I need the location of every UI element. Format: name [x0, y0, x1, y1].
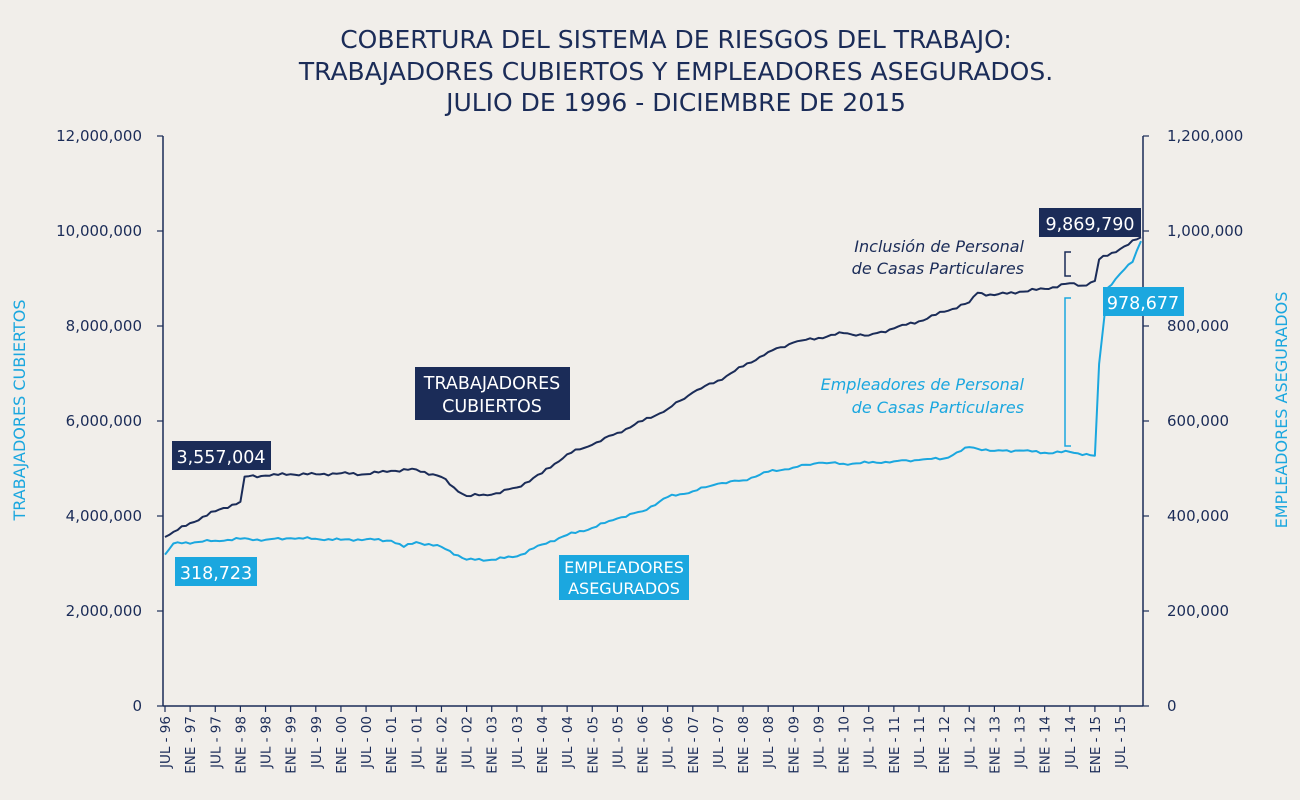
workers-series-label-line-1: TRABAJADORES — [423, 374, 561, 394]
x-tick-label: ENE - 97 — [183, 716, 199, 774]
y-tick-label-left: 12,000,000 — [56, 127, 142, 145]
x-tick-label: JUL - 15 — [1113, 716, 1129, 769]
employers-annotation-line-1: Empleadores de Personal — [821, 375, 1025, 394]
x-tick-label: ENE - 03 — [485, 716, 501, 774]
x-tick-label: ENE - 00 — [334, 716, 350, 774]
workers-annotation-line-2: de Casas Particulares — [852, 259, 1024, 278]
x-tick-label: JUL - 04 — [560, 716, 576, 769]
employers-first-value-box — [175, 557, 257, 586]
workers-series-label-box — [415, 367, 570, 420]
workers-series-label-line-2: CUBIERTOS — [442, 397, 542, 417]
employers-series-label-box — [559, 555, 689, 600]
y-tick-label-left: 4,000,000 — [66, 507, 142, 525]
y-tick-label-right: 400,000 — [1167, 507, 1229, 525]
employers-annotation-bracket — [1064, 297, 1071, 447]
workers-annotation-bracket — [1064, 251, 1071, 277]
x-tick-label: ENE - 05 — [585, 716, 601, 774]
x-tick-label: ENE - 13 — [987, 716, 1003, 774]
workers-first-value: 3,557,004 — [172, 441, 271, 470]
x-tick-label: JUL - 02 — [460, 716, 476, 769]
workers-annotation-line-1: Inclusión de Personal — [854, 237, 1024, 256]
workers-last-value-label: 9,869,790 — [1045, 215, 1134, 235]
y-axis-right-label: EMPLEADORES ASEGURADOS — [1272, 292, 1291, 529]
employers-last-value-box — [1103, 287, 1184, 316]
x-tick-label: ENE - 12 — [937, 716, 953, 774]
chart-title-line-2: TRABAJADORES CUBIERTOS Y EMPLEADORES ASE… — [298, 57, 1053, 86]
x-tick-label: ENE - 07 — [686, 716, 702, 774]
x-tick-label: JUL - 98 — [259, 716, 275, 769]
workers-first-value-box — [172, 441, 271, 470]
y-tick-label-right: 0 — [1167, 697, 1177, 715]
x-ticks: JUL - 96 ENE - 97 JUL - 97 ENE - 98 JUL - 98… — [158, 706, 1129, 774]
chart-title-line-3: JULIO DE 1996 - DICIEMBRE DE 2015 — [444, 88, 906, 117]
x-tick-label: JUL - 05 — [610, 716, 626, 769]
y-tick-label-left: 10,000,000 — [56, 222, 142, 240]
employers-series-label-line-2: ASEGURADOS — [568, 579, 680, 598]
axes — [162, 136, 1144, 707]
series-line-employers — [164, 240, 1142, 562]
x-tick-label: JUL - 09 — [811, 716, 827, 769]
workers-first-value-label: 3,557,004 — [176, 448, 265, 468]
x-tick-label: ENE - 02 — [434, 716, 450, 774]
y-tick-label-right: 200,000 — [1167, 602, 1229, 620]
y-tick-label-right: 600,000 — [1167, 412, 1229, 430]
y-ticks: 0 2,000,000 4,000,000 6,000,000 8,000,000 10,… — [56, 127, 1243, 715]
x-tick-label: JUL - 12 — [962, 716, 978, 769]
employers-last-value: 978,677 — [1103, 287, 1184, 316]
x-tick-label: ENE - 98 — [233, 716, 249, 774]
x-tick-label: JUL - 97 — [208, 716, 224, 769]
employers-annotation-line-2: de Casas Particulares — [852, 398, 1024, 417]
x-tick-label: JUL - 99 — [309, 716, 325, 769]
x-tick-label: ENE - 01 — [384, 716, 400, 774]
x-tick-label: JUL - 96 — [158, 716, 174, 769]
x-tick-label: JUL - 03 — [510, 716, 526, 769]
x-tick-label: ENE - 11 — [887, 716, 903, 774]
workers-series-label: TRABAJADORES CUBIERTOS — [415, 367, 570, 420]
x-tick-label: JUL - 01 — [409, 716, 425, 769]
x-tick-label: JUL - 14 — [1063, 716, 1079, 769]
y-tick-label-right: 800,000 — [1167, 317, 1229, 335]
y-tick-label-right: 1,000,000 — [1167, 222, 1243, 240]
y-axis-left-label: TRABAJADORES CUBIERTOS — [10, 299, 29, 521]
chart-title-line-1: COBERTURA DEL SISTEMA DE RIESGOS DEL TRA… — [340, 25, 1012, 54]
x-tick-label: ENE - 14 — [1038, 716, 1054, 774]
y-tick-label-left: 6,000,000 — [66, 412, 142, 430]
y-tick-label-left: 2,000,000 — [66, 602, 142, 620]
workers-last-value-box — [1039, 208, 1141, 237]
y-tick-label-left: 0 — [132, 697, 142, 715]
x-tick-label: ENE - 04 — [535, 716, 551, 774]
x-tick-label: JUL - 06 — [661, 716, 677, 769]
employers-first-value-label: 318,723 — [180, 564, 252, 584]
employers-last-value-label: 978,677 — [1107, 294, 1179, 314]
x-tick-label: ENE - 08 — [736, 716, 752, 774]
workers-last-value: 9,869,790 — [1039, 208, 1141, 237]
x-tick-label: JUL - 13 — [1013, 716, 1029, 769]
y-tick-label-left: 8,000,000 — [66, 317, 142, 335]
series-line-workers — [164, 236, 1142, 538]
x-tick-label: ENE - 09 — [786, 716, 802, 774]
x-tick-label: ENE - 15 — [1088, 716, 1104, 774]
y-tick-label-right: 1,200,000 — [1167, 127, 1243, 145]
x-tick-label: JUL - 08 — [761, 716, 777, 769]
x-tick-label: ENE - 06 — [636, 716, 652, 774]
employers-first-value: 318,723 — [175, 557, 257, 586]
x-tick-label: JUL - 10 — [862, 716, 878, 769]
x-tick-label: ENE - 99 — [284, 716, 300, 774]
employers-series-label: EMPLEADORES ASEGURADOS — [559, 555, 689, 600]
x-tick-label: JUL - 11 — [912, 716, 928, 769]
employers-series-label-line-1: EMPLEADORES — [564, 558, 684, 577]
x-tick-label: ENE - 10 — [837, 716, 853, 774]
series-lines — [164, 236, 1142, 562]
x-tick-label: JUL - 07 — [711, 716, 727, 769]
x-tick-label: JUL - 00 — [359, 716, 375, 769]
